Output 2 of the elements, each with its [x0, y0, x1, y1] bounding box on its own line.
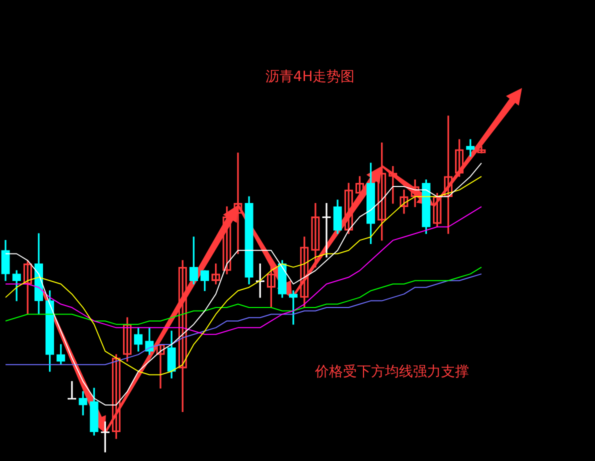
chart-title: 沥青4H走势图	[265, 68, 355, 86]
annotation: 价格受下方均线强力支撑	[315, 363, 469, 381]
